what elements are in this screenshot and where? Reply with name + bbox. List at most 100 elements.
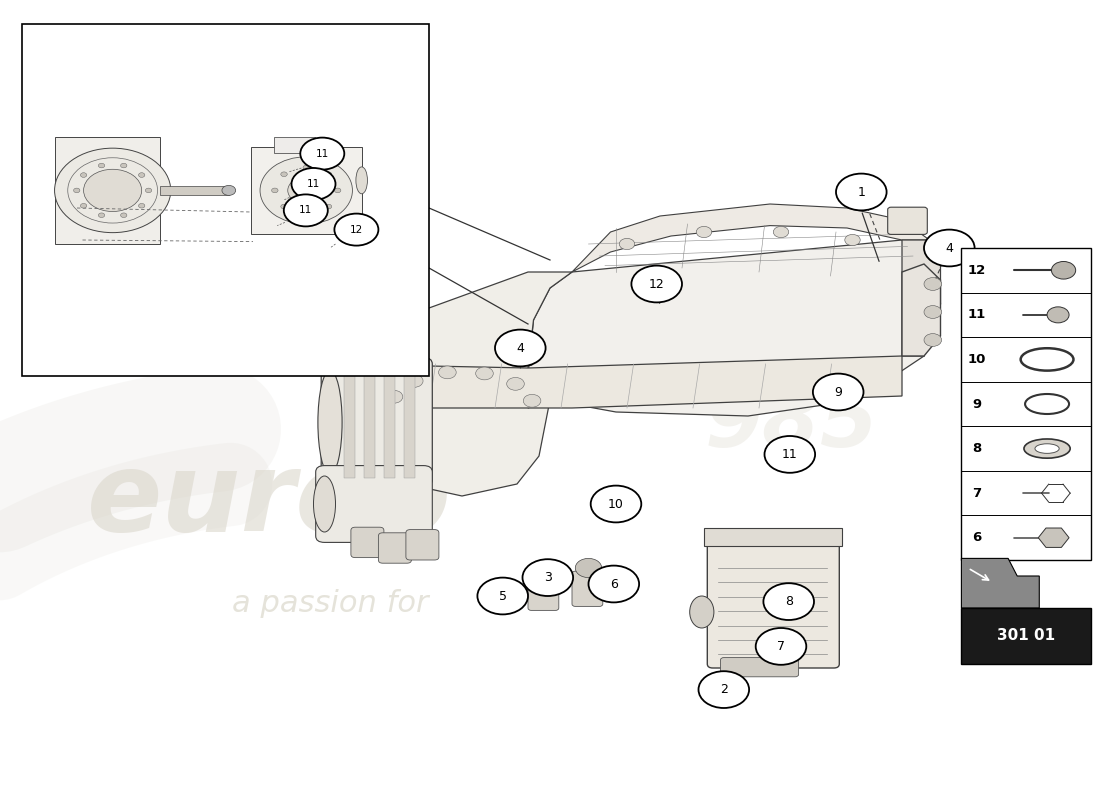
Bar — [961, 608, 1091, 664]
Text: 10: 10 — [968, 353, 986, 366]
Circle shape — [531, 562, 558, 582]
Circle shape — [121, 163, 126, 168]
Circle shape — [300, 138, 344, 170]
Polygon shape — [1038, 528, 1069, 547]
Circle shape — [845, 234, 860, 246]
Circle shape — [98, 163, 104, 168]
Polygon shape — [330, 356, 902, 408]
Circle shape — [495, 330, 546, 366]
Text: europ: europ — [87, 446, 452, 554]
Text: 12: 12 — [968, 264, 986, 277]
Circle shape — [619, 238, 635, 250]
Circle shape — [1052, 262, 1076, 279]
Text: 985: 985 — [705, 383, 879, 465]
Polygon shape — [374, 272, 572, 496]
Bar — [404, 367, 415, 478]
Circle shape — [924, 306, 942, 318]
Circle shape — [813, 374, 864, 410]
Text: 8: 8 — [972, 442, 981, 455]
Circle shape — [334, 188, 341, 193]
Text: 5: 5 — [498, 590, 507, 602]
Circle shape — [631, 266, 682, 302]
Circle shape — [385, 390, 403, 403]
FancyBboxPatch shape — [888, 207, 927, 234]
FancyBboxPatch shape — [704, 528, 842, 546]
Circle shape — [522, 559, 573, 596]
Text: 11: 11 — [316, 149, 329, 158]
FancyBboxPatch shape — [528, 575, 559, 610]
Polygon shape — [902, 264, 940, 356]
Circle shape — [696, 226, 712, 238]
Text: 11: 11 — [307, 179, 320, 189]
Ellipse shape — [314, 476, 336, 532]
Circle shape — [84, 170, 142, 211]
Circle shape — [272, 188, 278, 193]
Circle shape — [334, 214, 378, 246]
Circle shape — [524, 394, 541, 407]
Circle shape — [292, 168, 336, 200]
Circle shape — [773, 226, 789, 238]
Text: 8: 8 — [784, 595, 793, 608]
Ellipse shape — [1035, 444, 1059, 454]
Circle shape — [588, 566, 639, 602]
Circle shape — [406, 374, 424, 387]
FancyBboxPatch shape — [55, 137, 161, 244]
Bar — [961, 248, 1091, 560]
Ellipse shape — [1024, 439, 1070, 458]
Text: 3: 3 — [543, 571, 552, 584]
Text: 9: 9 — [972, 398, 981, 410]
Circle shape — [302, 166, 309, 170]
Text: 12: 12 — [350, 225, 363, 234]
Circle shape — [756, 628, 806, 665]
Circle shape — [74, 188, 80, 193]
Circle shape — [924, 230, 975, 266]
Text: 6: 6 — [972, 531, 981, 544]
Text: 2: 2 — [719, 683, 728, 696]
FancyBboxPatch shape — [351, 527, 384, 558]
Text: 11: 11 — [968, 308, 986, 322]
Circle shape — [280, 204, 287, 209]
Text: a passion for: a passion for — [232, 590, 428, 618]
Circle shape — [98, 213, 104, 218]
Bar — [364, 367, 375, 478]
Text: 4: 4 — [945, 242, 954, 254]
FancyBboxPatch shape — [707, 536, 839, 668]
FancyBboxPatch shape — [572, 571, 603, 606]
Bar — [344, 367, 355, 478]
Circle shape — [121, 213, 126, 218]
Text: 6: 6 — [609, 578, 618, 590]
Text: 9: 9 — [834, 386, 843, 398]
Circle shape — [280, 172, 287, 177]
Text: 7: 7 — [972, 486, 981, 500]
Circle shape — [260, 157, 352, 224]
Circle shape — [591, 486, 641, 522]
Circle shape — [145, 188, 152, 193]
Text: 1: 1 — [857, 186, 866, 198]
Circle shape — [477, 578, 528, 614]
Circle shape — [302, 211, 309, 215]
Circle shape — [836, 174, 887, 210]
Text: 4: 4 — [516, 342, 525, 354]
FancyBboxPatch shape — [321, 358, 432, 486]
Ellipse shape — [690, 596, 714, 628]
FancyBboxPatch shape — [251, 146, 362, 234]
Circle shape — [924, 334, 942, 346]
Ellipse shape — [356, 167, 367, 194]
Bar — [384, 367, 395, 478]
Circle shape — [575, 558, 602, 578]
Circle shape — [439, 366, 456, 378]
Circle shape — [326, 204, 332, 209]
Polygon shape — [528, 240, 940, 416]
Circle shape — [924, 278, 942, 290]
Circle shape — [80, 173, 87, 178]
Bar — [22, 24, 429, 376]
Circle shape — [288, 177, 324, 204]
Polygon shape — [961, 558, 1040, 608]
Circle shape — [475, 367, 493, 380]
Bar — [161, 186, 229, 195]
Polygon shape — [902, 240, 940, 356]
Circle shape — [698, 671, 749, 708]
Circle shape — [284, 194, 328, 226]
FancyBboxPatch shape — [274, 137, 316, 154]
Circle shape — [80, 203, 87, 208]
